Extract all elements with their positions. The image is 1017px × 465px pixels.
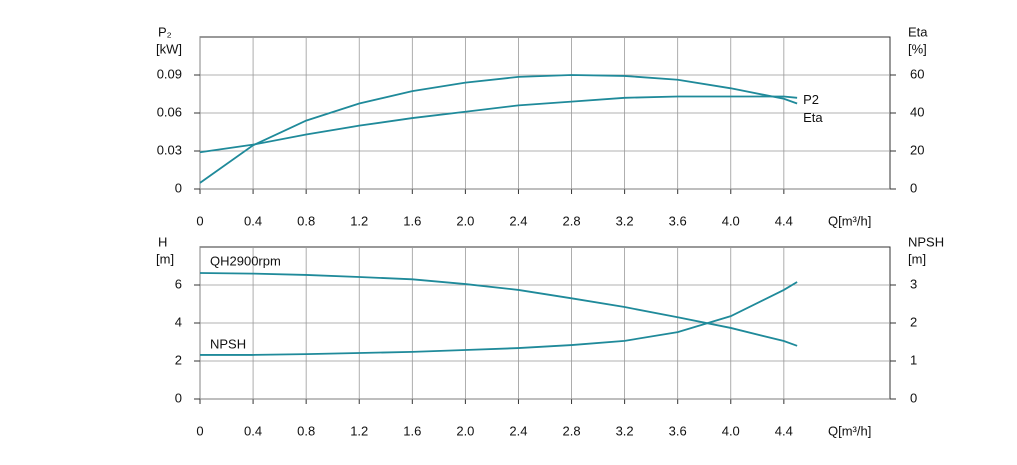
x-tick-label: 0.8 [297,213,315,228]
x-tick-label: 0.4 [244,213,262,228]
y2-tick-label: 20 [910,142,924,157]
y2-tick-label: 3 [910,276,917,291]
curve-label: QH2900rpm [210,253,281,268]
curve-label: NPSH [210,336,246,351]
x-tick-label: 0.4 [244,423,262,438]
y2-tick-label: 40 [910,104,924,119]
y-axis-unit: [m] [156,251,174,266]
y2-tick-label: 1 [910,352,917,367]
x-tick-label: 2.0 [456,213,474,228]
x-tick-label: 0 [196,423,203,438]
y2-tick-label: 2 [910,314,917,329]
x-tick-label: 2.4 [509,423,527,438]
curve [199,74,798,184]
y-axis-unit: [kW] [156,41,182,56]
curve [199,95,798,154]
y2-tick-label: 60 [910,66,924,81]
x-tick-label: 3.6 [669,213,687,228]
y-tick-label: 0.03 [157,142,182,157]
x-tick-label: 3.6 [669,423,687,438]
x-tick-label: 1.2 [350,213,368,228]
y-tick-label: 6 [175,276,182,291]
y-axis-label: P₂ [158,24,172,39]
x-tick-label: 1.2 [350,423,368,438]
x-tick-label: 4.0 [722,423,740,438]
y-tick-label: 0 [175,180,182,195]
curve-label: P2 [803,92,819,107]
y2-axis-unit: [m] [908,251,926,266]
x-tick-label: 1.6 [403,423,421,438]
x-tick-label: 3.2 [616,423,634,438]
x-tick-label: 4.4 [775,213,793,228]
y2-tick-label: 0 [910,180,917,195]
x-tick-label: 0.8 [297,423,315,438]
x-tick-label: 2.8 [562,423,580,438]
x-axis-label: Q[m³/h] [828,423,871,438]
curve [199,272,798,347]
y-tick-label: 2 [175,352,182,367]
curve-label: Eta [803,110,823,125]
curve [200,281,798,356]
x-tick-label: 2.0 [456,423,474,438]
x-tick-label: 0 [196,213,203,228]
y-tick-label: 0 [175,390,182,405]
y2-tick-label: 0 [910,390,917,405]
x-tick-label: 2.8 [562,213,580,228]
y-tick-label: 0.06 [157,104,182,119]
y-tick-label: 0.09 [157,66,182,81]
y2-axis-label: NPSH [908,234,944,249]
x-tick-label: 2.4 [509,213,527,228]
y-axis-label: H [158,234,167,249]
x-axis-label: Q[m³/h] [828,213,871,228]
y2-axis-label: Eta [908,24,928,39]
y-tick-label: 4 [175,314,182,329]
x-tick-label: 3.2 [616,213,634,228]
x-tick-label: 1.6 [403,213,421,228]
x-tick-label: 4.4 [775,423,793,438]
y2-axis-unit: [%] [908,41,927,56]
x-tick-label: 4.0 [722,213,740,228]
